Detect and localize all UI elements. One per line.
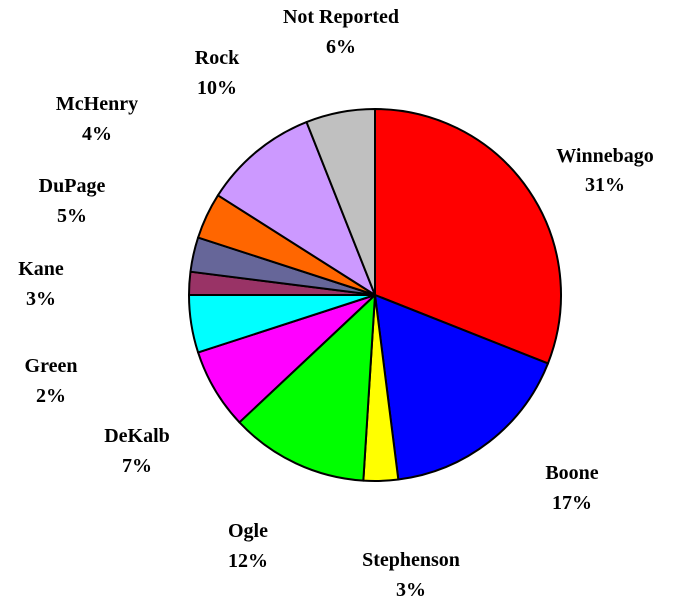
label-rock-name: Rock [195,47,240,69]
pie-slice-ogle [238,294,376,482]
pie-slice-not-reported [305,108,376,296]
label-kane-pct: 3% [26,288,56,310]
pie-slice-rock [216,121,376,296]
pie-labels: Winnebago 31% Boone 17% Stephenson 3% Og… [18,6,654,601]
label-rock-pct: 10% [197,77,237,99]
label-not-reported-pct: 6% [326,36,356,58]
label-dupage-pct: 5% [57,205,87,227]
label-green-name: Green [25,355,78,377]
label-green-pct: 2% [36,385,66,407]
label-mchenry-name: McHenry [56,93,138,115]
label-dekalb-name: DeKalb [104,425,170,447]
label-ogle-name: Ogle [228,520,268,542]
label-winnebago-name: Winnebago [556,145,653,167]
label-stephenson-pct: 3% [396,579,426,601]
label-stephenson-name: Stephenson [362,549,460,571]
pie-slice-boone [374,294,549,481]
label-not-reported-name: Not Reported [283,6,399,28]
label-ogle-pct: 12% [228,550,268,572]
label-dupage-name: DuPage [39,175,106,197]
pie-slices [188,108,562,482]
label-boone-name: Boone [545,462,598,484]
label-winnebago-pct: 31% [585,174,625,196]
label-dekalb-pct: 7% [122,455,152,477]
label-mchenry-pct: 4% [82,123,112,145]
pie-slice-winnebago [374,108,562,365]
label-boone-pct: 17% [552,492,592,514]
label-kane-name: Kane [18,258,64,280]
